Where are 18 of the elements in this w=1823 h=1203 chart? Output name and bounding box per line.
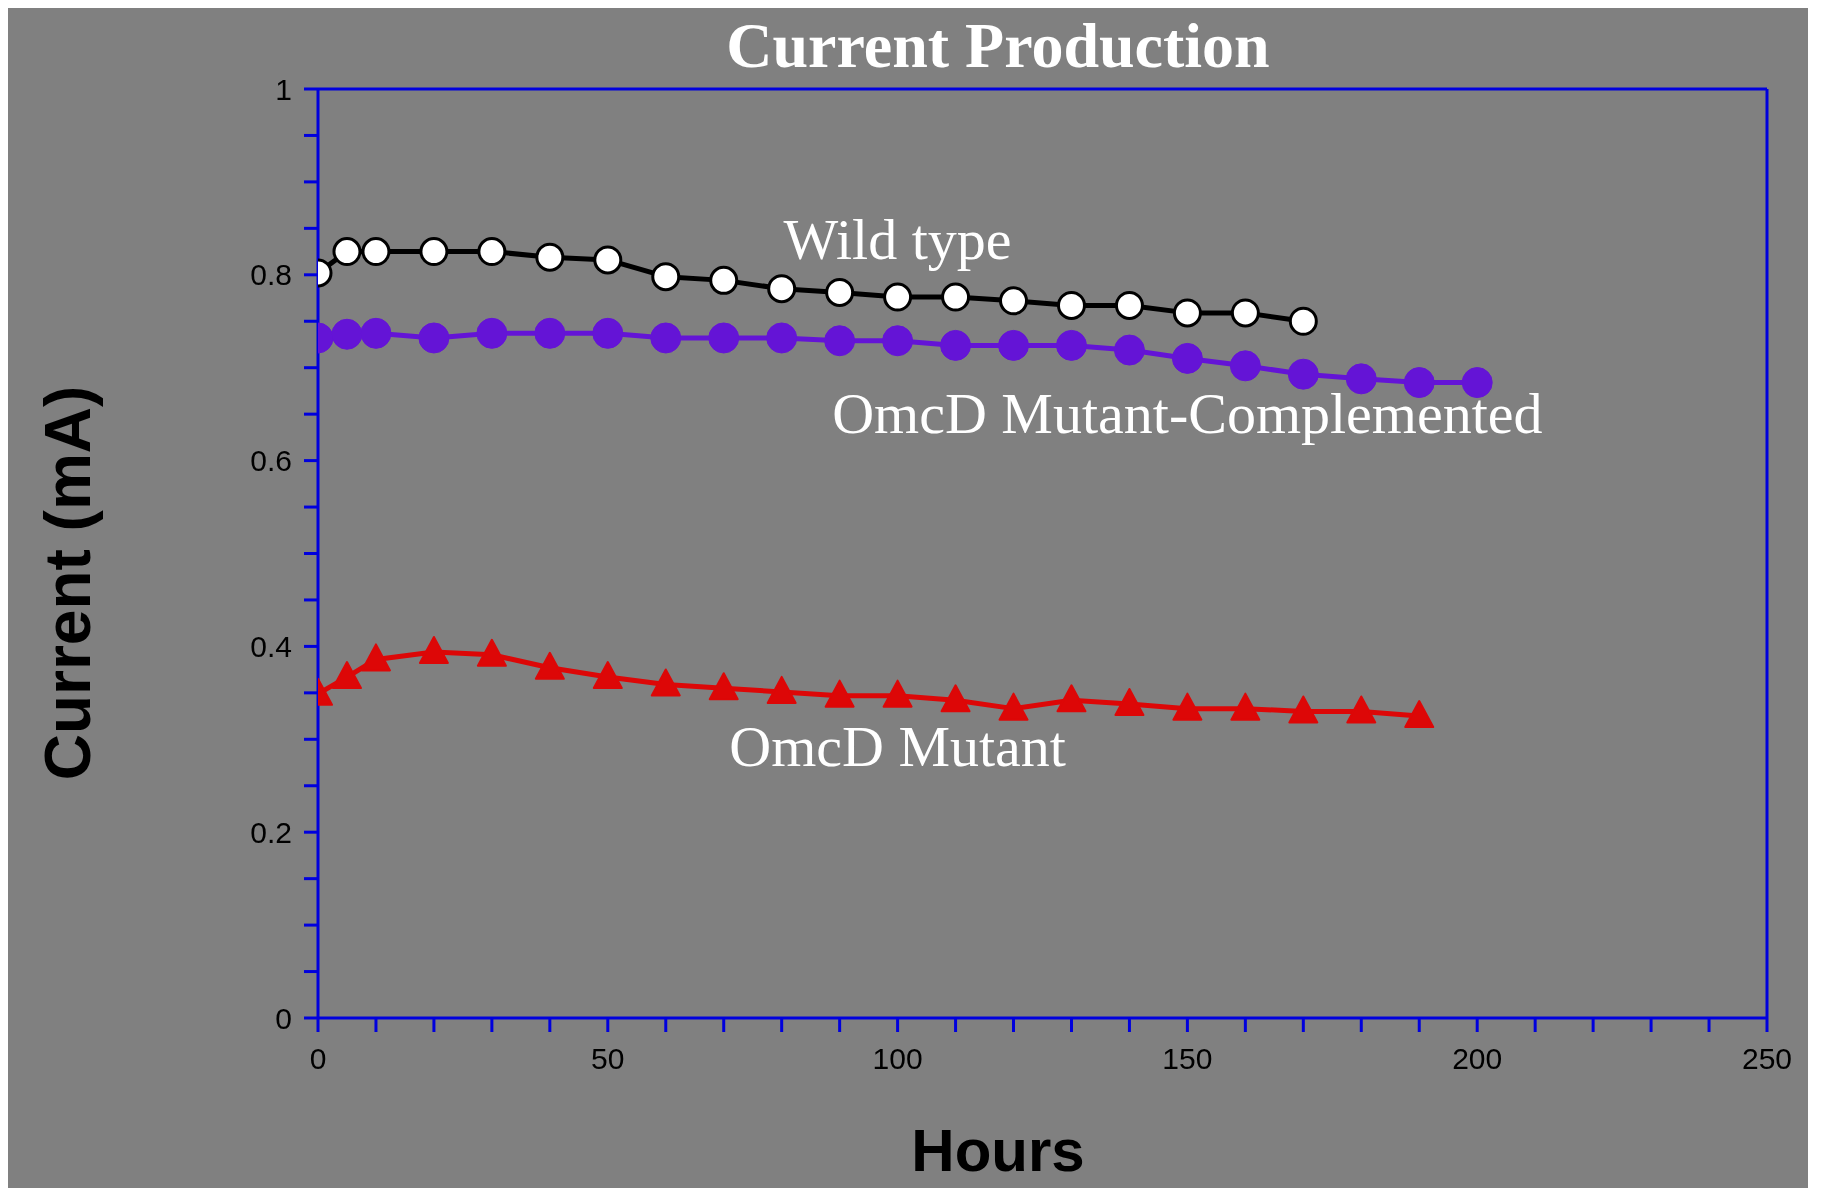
y-tick-label: 0.6: [250, 444, 292, 478]
y-tick-label: 0: [275, 1001, 292, 1035]
series-label: OmcD Mutant: [729, 713, 1066, 779]
y-tick-label: 0.2: [250, 815, 292, 849]
x-tick-label: 100: [872, 1042, 923, 1076]
y-tick-label: 0.8: [250, 258, 292, 292]
x-tick-label: 50: [591, 1042, 625, 1076]
x-tick-label: 250: [1741, 1042, 1793, 1076]
x-tick-label: 150: [1162, 1042, 1213, 1076]
series-label: Wild type: [783, 207, 1012, 273]
chart-title: Current Production: [726, 10, 1270, 81]
x-axis-title: Hours: [910, 1116, 1086, 1186]
y-axis-title: Current (mA): [31, 385, 105, 781]
y-tick-label: 1: [275, 72, 292, 106]
x-tick-label: 0: [309, 1042, 327, 1076]
series-label: OmcD Mutant-Complemented: [832, 381, 1543, 447]
y-tick-label: 0.4: [250, 630, 292, 664]
x-tick-label: 200: [1452, 1042, 1503, 1076]
